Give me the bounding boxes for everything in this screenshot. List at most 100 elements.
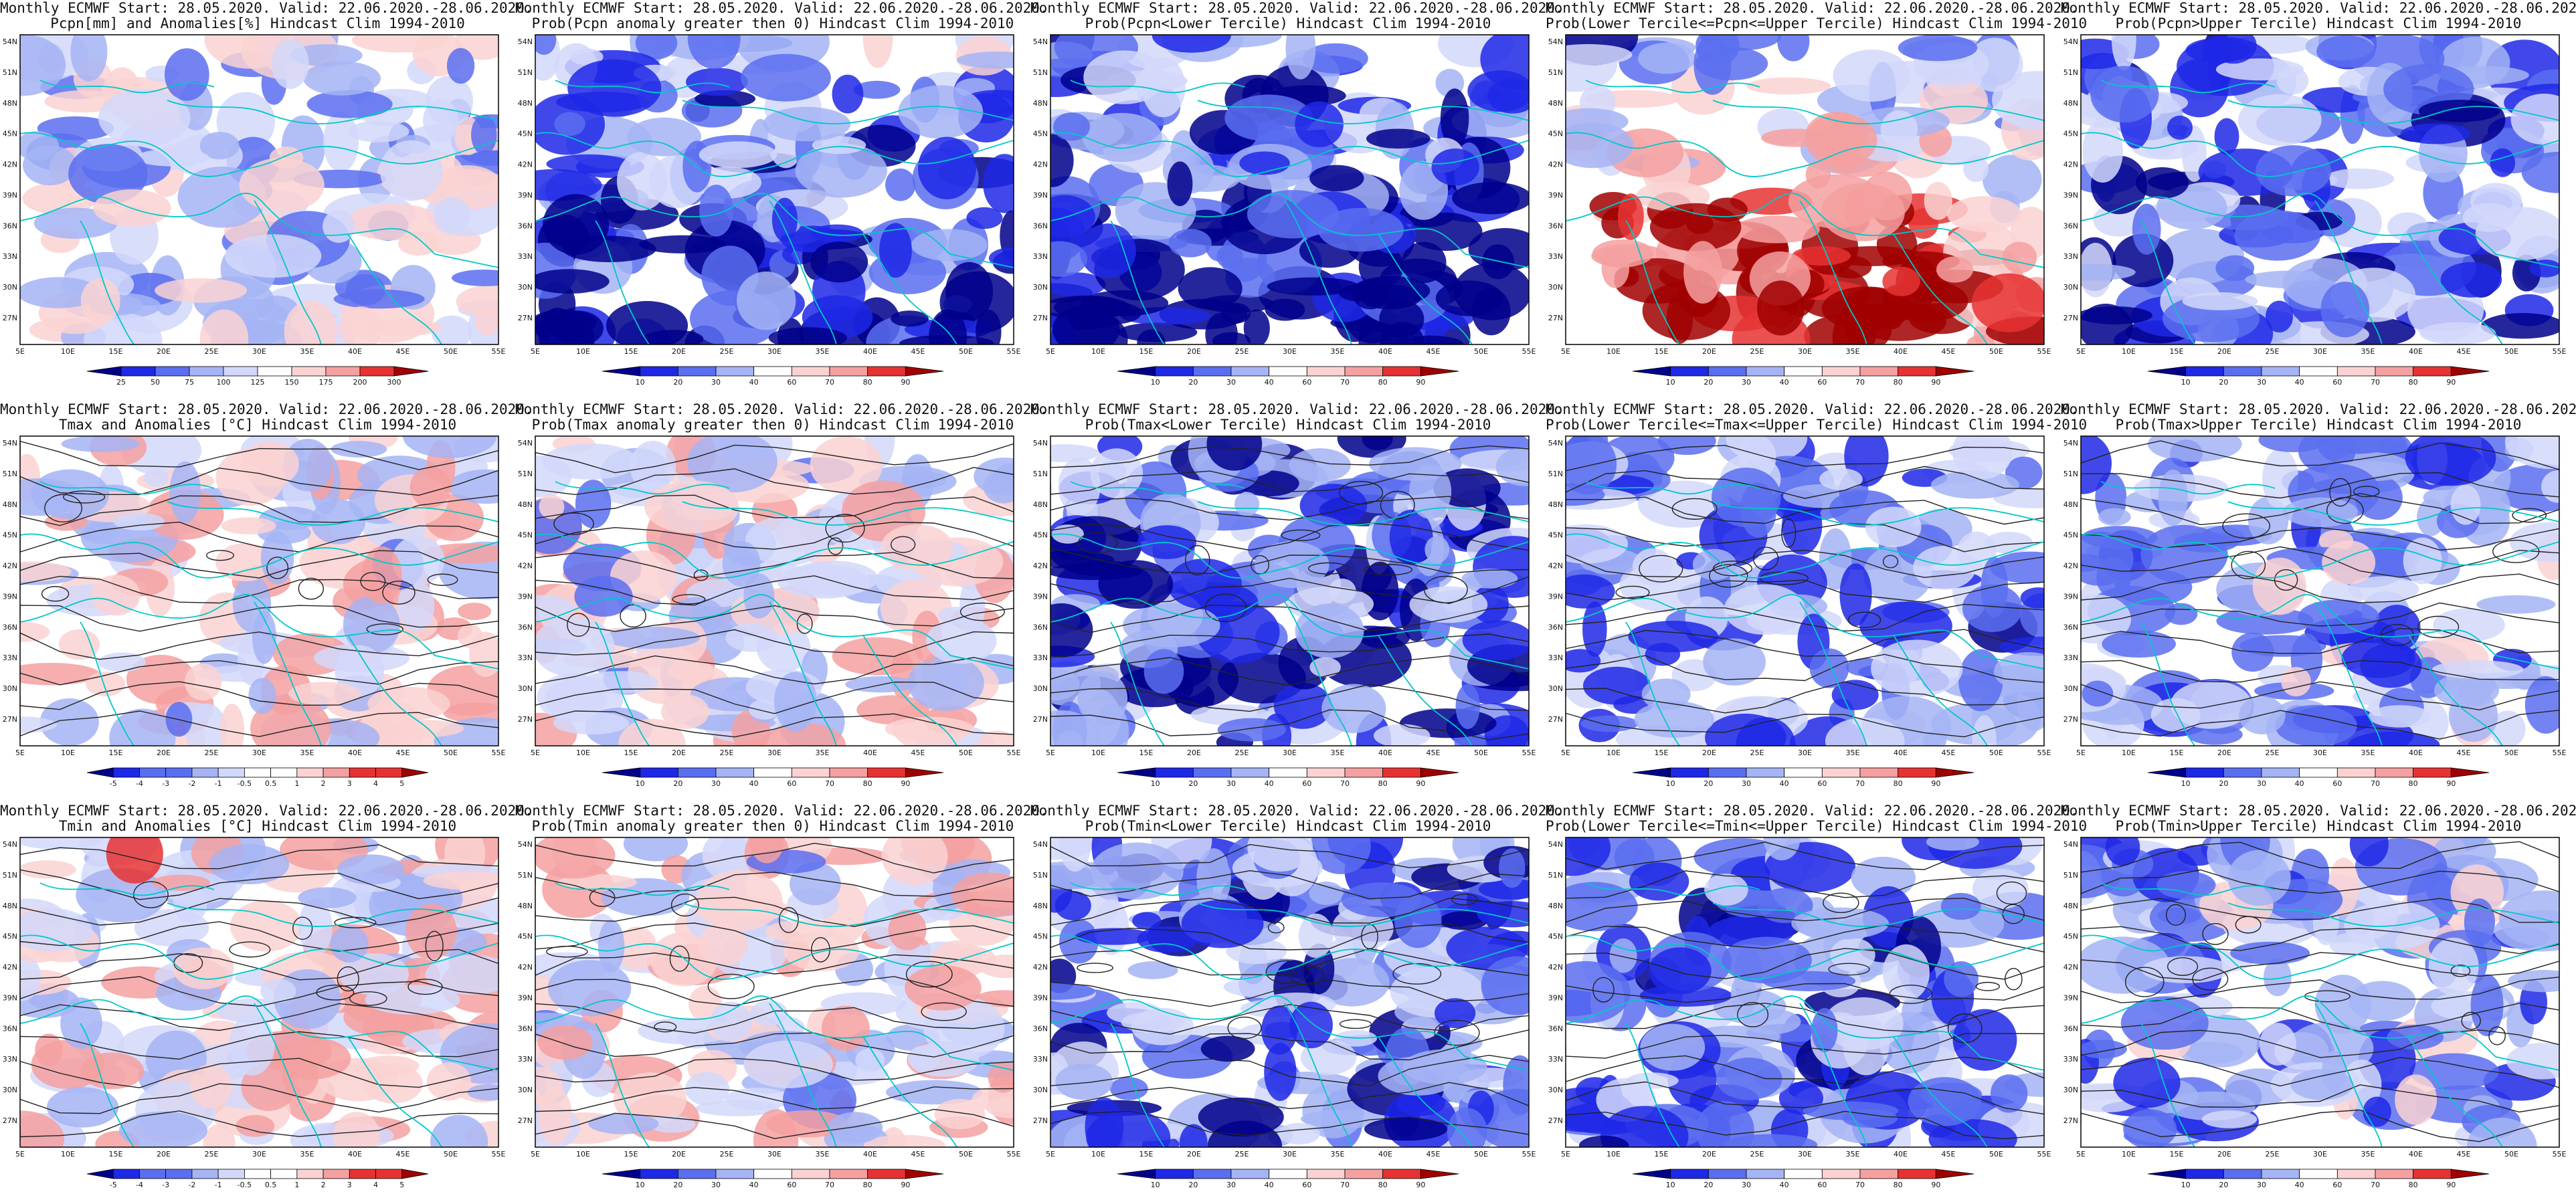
lon-tick-label: 10E bbox=[2122, 347, 2136, 356]
colorbar-label: 40 bbox=[2295, 1181, 2304, 1189]
lon-tick-label: 15E bbox=[1139, 748, 1154, 757]
lon-tick-label: 35E bbox=[816, 1150, 830, 1159]
colorbar-label: 4 bbox=[373, 779, 378, 788]
lon-tick-label: 30E bbox=[767, 1150, 781, 1159]
lon-tick-label: 35E bbox=[816, 748, 830, 757]
lon-tick-label: 40E bbox=[1894, 347, 1908, 356]
lon-tick-label: 55E bbox=[2553, 347, 2567, 356]
lon-tick-label: 45E bbox=[2457, 1150, 2471, 1159]
lon-tick-label: 55E bbox=[2553, 1150, 2567, 1159]
coastline-layer bbox=[20, 481, 498, 746]
lat-tick-label: 51N bbox=[1548, 871, 1563, 880]
lat-tick-label: 45N bbox=[2063, 932, 2078, 941]
lat-tick-label: 39N bbox=[1548, 592, 1563, 601]
colorbar-label: 90 bbox=[2446, 1181, 2456, 1189]
lat-tick-label: 45N bbox=[1548, 531, 1563, 540]
forecast-map: 5E 10E 15E 20E 25E 30E 35E 40E 45E 50E 55E 54N 51N 48… bbox=[2063, 34, 2567, 387]
lat-tick-label: 45N bbox=[1548, 932, 1563, 941]
latitude-labels: 54N 51N 48N 45N 42N 39N 36N 33N 30N 27N bbox=[1548, 439, 1563, 724]
isoline-group bbox=[1050, 843, 1529, 1136]
lon-tick-label: 10E bbox=[1606, 347, 1621, 356]
lat-tick-label: 51N bbox=[518, 871, 533, 880]
latitude-labels: 54N 51N 48N 45N 42N 39N 36N 33N 30N 27N bbox=[3, 439, 17, 724]
colorbar-label: 30 bbox=[1742, 378, 1751, 387]
lon-tick-label: 45E bbox=[911, 347, 925, 356]
colorbar-segment bbox=[2261, 366, 2300, 377]
colorbar-label: 10 bbox=[2181, 779, 2191, 788]
forecast-map: 5E 10E 15E 20E 25E 30E 35E 40E 45E 50E 55E 54N 51N 48… bbox=[1548, 435, 2051, 788]
lon-tick-label: 20E bbox=[1702, 1150, 1716, 1159]
lon-tick-label: 5E bbox=[15, 748, 25, 757]
lat-tick-label: 51N bbox=[3, 470, 17, 478]
colorbar-segment bbox=[677, 366, 717, 377]
colorbar-segment bbox=[602, 1169, 641, 1179]
colorbar-segment bbox=[2413, 767, 2452, 778]
colorbar-segment bbox=[323, 767, 350, 778]
panel-title-line2: Prob(Tmin<Lower Tercile) Hindcast Clim 1… bbox=[1085, 818, 1491, 834]
colorbar-segment bbox=[1859, 767, 1899, 778]
map-frame bbox=[19, 34, 499, 345]
colorbar-label: 20 bbox=[1188, 1181, 1198, 1189]
lon-tick-label: 55E bbox=[492, 748, 506, 757]
colorbar-segment bbox=[1117, 767, 1156, 778]
shaded-field bbox=[2081, 436, 2559, 746]
lat-tick-label: 42N bbox=[2063, 963, 2078, 972]
colorbar-label: 30 bbox=[1742, 779, 1751, 788]
lon-tick-label: 10E bbox=[1606, 1150, 1621, 1159]
lat-tick-label: 39N bbox=[518, 191, 533, 199]
lat-tick-label: 42N bbox=[1548, 161, 1563, 169]
colorbar-segment bbox=[1155, 366, 1194, 377]
colorbar-label: 80 bbox=[1894, 779, 1903, 788]
lat-tick-label: 51N bbox=[518, 470, 533, 478]
colorbar-segment bbox=[829, 366, 868, 377]
lat-tick-label: 45N bbox=[518, 932, 533, 941]
colorbar-label: 30 bbox=[2257, 1181, 2266, 1189]
lon-tick-label: 55E bbox=[2037, 748, 2051, 757]
lon-tick-label: 5E bbox=[2076, 748, 2086, 757]
lat-tick-label: 36N bbox=[1033, 623, 1048, 631]
lon-tick-label: 40E bbox=[2409, 347, 2423, 356]
colorbar-segment bbox=[1670, 366, 1709, 377]
lat-tick-label: 48N bbox=[1548, 500, 1563, 509]
panel-title-line1: Monthly ECMWF Start: 28.05.2020. Valid: … bbox=[1546, 803, 2079, 819]
colorbar-label: 100 bbox=[217, 378, 231, 387]
colorbar-segment bbox=[244, 1169, 272, 1179]
colorbar-segment bbox=[375, 1169, 403, 1179]
lat-tick-label: 45N bbox=[1033, 932, 1048, 941]
lat-tick-label: 51N bbox=[2063, 68, 2078, 77]
colorbar-label: 80 bbox=[1378, 378, 1388, 387]
isoline-group bbox=[20, 440, 498, 737]
lat-tick-label: 42N bbox=[518, 562, 533, 571]
colorbar-label: 30 bbox=[1742, 1181, 1751, 1189]
lat-tick-label: 48N bbox=[1548, 99, 1563, 108]
longitude-labels: 5E 10E 15E 20E 25E 30E 35E 40E 45E 50E 55E bbox=[1561, 1150, 2051, 1159]
colorbar-segment bbox=[905, 1169, 944, 1179]
lon-tick-label: 15E bbox=[109, 1150, 123, 1159]
lon-tick-label: 55E bbox=[2553, 748, 2567, 757]
lat-tick-label: 48N bbox=[2063, 99, 2078, 108]
lat-tick-label: 27N bbox=[2063, 715, 2078, 724]
lat-tick-label: 54N bbox=[518, 439, 533, 447]
lon-tick-label: 5E bbox=[531, 347, 540, 356]
lon-tick-label: 10E bbox=[576, 347, 590, 356]
lon-tick-label: 30E bbox=[1798, 347, 1812, 356]
lat-tick-label: 30N bbox=[1033, 283, 1048, 292]
forecast-map: 5E 10E 15E 20E 25E 30E 35E 40E 45E 50E 55E 54N 51N 48… bbox=[2063, 837, 2567, 1189]
colorbar-label: 70 bbox=[1340, 1181, 1350, 1189]
lat-tick-label: 54N bbox=[1548, 439, 1563, 447]
colorbar-segment bbox=[2450, 366, 2490, 377]
lat-tick-label: 54N bbox=[1548, 37, 1563, 46]
colorbar-segment bbox=[2223, 767, 2262, 778]
colorbar-segment bbox=[217, 1169, 245, 1179]
map-frame bbox=[1565, 34, 2045, 345]
isoline-group bbox=[535, 842, 1014, 1139]
lon-tick-label: 30E bbox=[1283, 748, 1297, 757]
coastline-layer bbox=[1050, 481, 1529, 746]
lon-tick-label: 40E bbox=[2409, 748, 2423, 757]
colorbar-segment bbox=[1117, 1169, 1156, 1179]
lon-tick-label: 15E bbox=[1139, 1150, 1154, 1159]
lat-tick-label: 39N bbox=[1033, 993, 1048, 1002]
lat-tick-label: 36N bbox=[518, 221, 533, 230]
colorbar-label: 2 bbox=[321, 779, 326, 788]
colorbar-segment bbox=[1708, 767, 1747, 778]
